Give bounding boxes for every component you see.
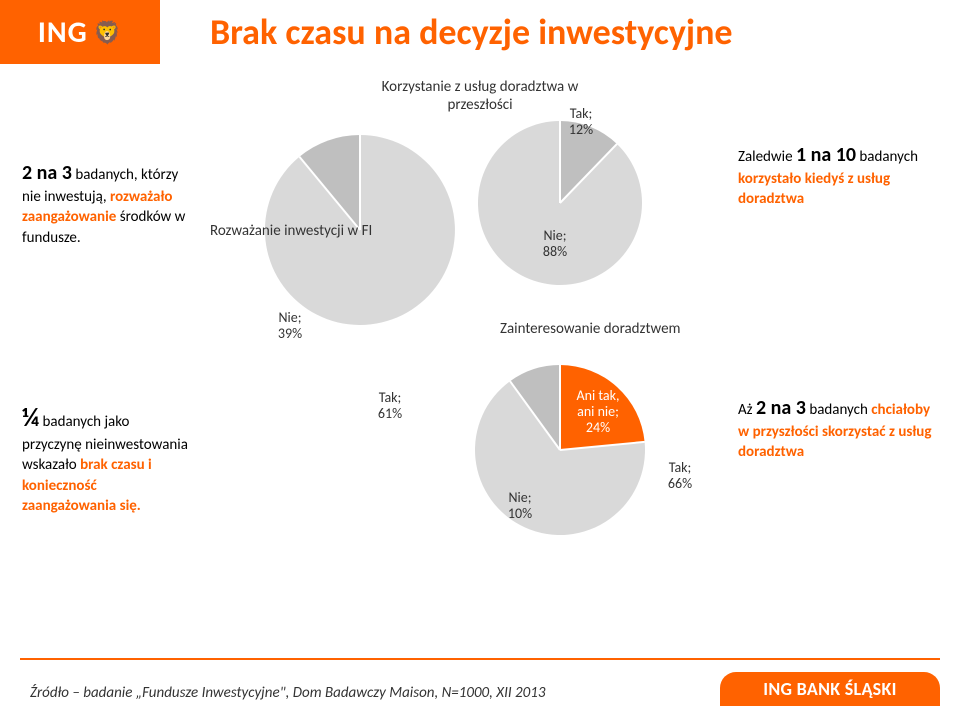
row2-right-pre: Aż bbox=[738, 401, 756, 419]
brand-name: ING bbox=[38, 14, 88, 51]
row2-mid-caption: Zainteresowanie doradztwem bbox=[500, 320, 681, 338]
pie3-ani-label: Ani tak, ani nie; bbox=[577, 387, 620, 420]
row1-left-text: 2 na 3 badanych, którzy nie inwestują, r… bbox=[22, 160, 192, 248]
pie1-tak-val: 61% bbox=[378, 405, 402, 422]
footer: Źródło – badanie „Fundusze Inwestycyjne"… bbox=[0, 658, 960, 716]
pie1-nie-val: 39% bbox=[278, 325, 302, 342]
row2-right-text: Aż 2 na 3 badanych chciałoby w przyszłoś… bbox=[738, 395, 938, 463]
row2-left-big: ¼ bbox=[22, 401, 39, 433]
row1-right-big: 1 na 10 bbox=[796, 143, 856, 167]
pie2-tak-label: Tak; bbox=[570, 105, 593, 122]
pie2-nie-label: Nie; bbox=[544, 227, 567, 244]
lion-icon: 🦁 bbox=[94, 19, 122, 46]
subtitle-line1: Korzystanie z usług doradztwa w bbox=[382, 78, 579, 96]
row2-right-mid: badanych bbox=[806, 401, 871, 419]
row-2: Nie; 39% Zainteresowanie doradztwem ¼ ba… bbox=[0, 340, 960, 580]
pie2-tak-val: 12% bbox=[569, 121, 593, 138]
pie-chart-2: Tak; 12% Nie; 88% bbox=[465, 108, 655, 298]
pie2-nie-val: 88% bbox=[543, 243, 567, 260]
pie1-nie-label: Nie; bbox=[279, 309, 302, 326]
footer-source: Źródło – badanie „Fundusze Inwestycyjne"… bbox=[30, 684, 545, 702]
row1-right-strong: korzystało kiedyś z usług doradztwa bbox=[738, 170, 890, 208]
row2-right-big: 2 na 3 bbox=[756, 396, 806, 420]
pie3-nie-label: Nie; bbox=[509, 489, 532, 506]
pie3-tak-label: Tak; bbox=[669, 459, 692, 476]
row1-right-pre: Zaledwie bbox=[738, 148, 796, 166]
footer-brand-tab: ING BANK ŚLĄSKI bbox=[720, 672, 940, 706]
footer-divider bbox=[20, 658, 940, 660]
row1-right-text: Zaledwie 1 na 10 badanych korzystało kie… bbox=[738, 142, 938, 210]
row1-right-mid: badanych bbox=[856, 148, 918, 166]
pie1-tak-label: Tak; bbox=[379, 389, 402, 406]
row2-left-text: ¼ badanych jako przyczynę nieinwestowani… bbox=[22, 400, 192, 516]
row-1: 2 na 3 badanych, którzy nie inwestują, r… bbox=[0, 130, 960, 310]
pie3-nie-val: 10% bbox=[508, 505, 532, 522]
pie-chart-3: Ani tak, ani nie; 24% Tak; 66% Nie; 10% bbox=[460, 350, 660, 550]
pie3-ani-val: 24% bbox=[586, 419, 610, 436]
pie1-nie-label-wrap: Nie; 39% bbox=[270, 310, 310, 342]
row1-left-big: 2 na 3 bbox=[22, 161, 72, 185]
page-title: Brak czasu na decyzje inwestycyjne bbox=[210, 10, 733, 54]
pie1-caption: Rozważanie inwestycji w FI bbox=[210, 222, 372, 240]
footer-brand-text: ING BANK ŚLĄSKI bbox=[763, 678, 896, 700]
pie3-tak-val: 66% bbox=[668, 475, 692, 492]
pie1-tak-label-wrap: Tak; 61% bbox=[370, 390, 410, 422]
brand-logo: ING 🦁 bbox=[0, 0, 160, 64]
